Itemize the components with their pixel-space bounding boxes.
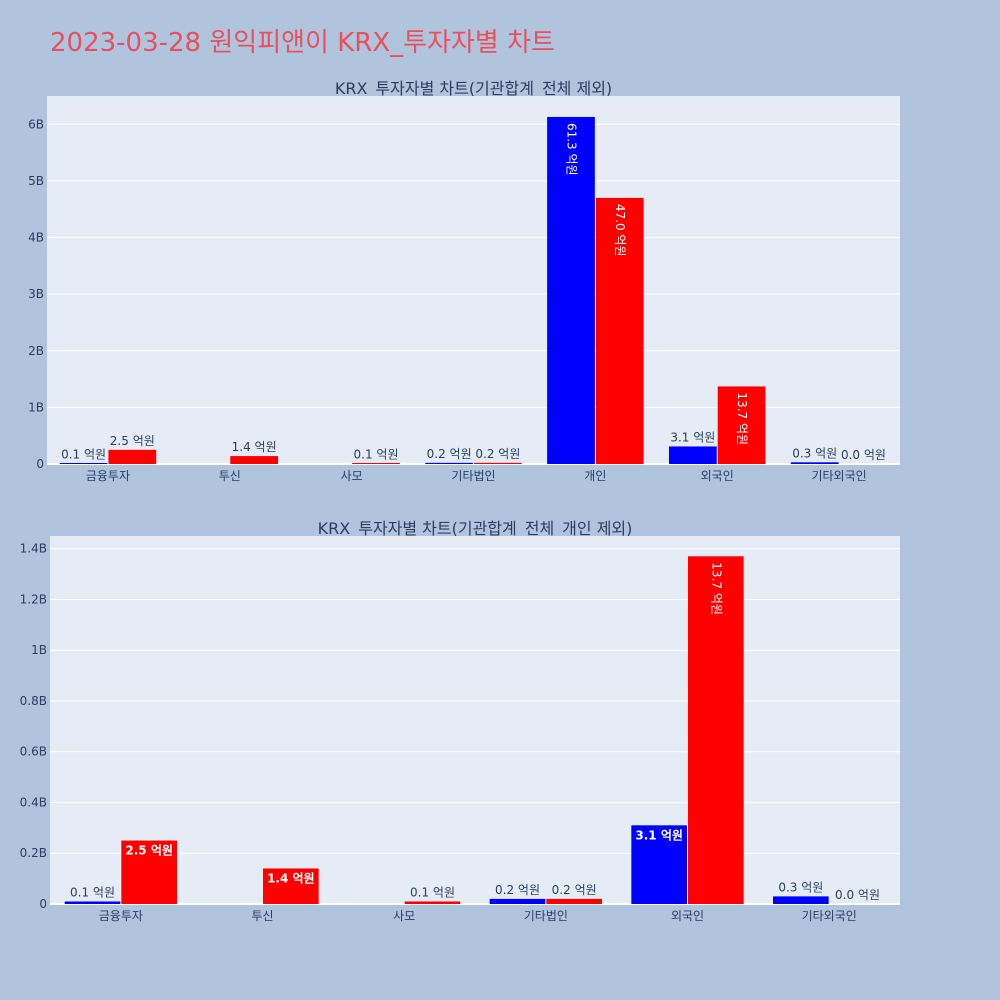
y-tick-label: 2B bbox=[28, 344, 44, 358]
y-tick-label: 5B bbox=[28, 174, 44, 188]
x-tick-label: 개인 bbox=[584, 469, 606, 483]
y-tick-label: 0.6B bbox=[20, 745, 47, 759]
data-label: 0.1 억원 bbox=[70, 885, 115, 899]
data-label: 0.2 억원 bbox=[427, 447, 472, 461]
data-label: 3.1 억원 bbox=[635, 828, 683, 842]
data-label: 0.1 억원 bbox=[354, 447, 399, 461]
bar bbox=[121, 840, 177, 904]
bar bbox=[546, 898, 602, 904]
y-tick-label: 4B bbox=[28, 231, 44, 245]
y-tick-label: 0.8B bbox=[20, 694, 47, 708]
x-tick-label: 기타외국인 bbox=[811, 469, 866, 483]
bar bbox=[547, 116, 595, 464]
data-label: 2.5 억원 bbox=[125, 844, 173, 858]
x-tick-label: 사모 bbox=[341, 469, 363, 483]
data-label: 0.2 억원 bbox=[552, 883, 597, 897]
chart-bottom: KRX_투자자별 차트(기관합계_전체_개인 제외) 0 0.2B 0.4B 0.6B 0… bbox=[20, 519, 900, 923]
plot-area bbox=[47, 96, 900, 464]
data-label: 0.2 억원 bbox=[475, 447, 520, 461]
y-tick-label: 1B bbox=[28, 400, 44, 414]
bar bbox=[717, 386, 766, 464]
data-label: 61.3 억원 bbox=[564, 123, 578, 176]
y-tick-label: 0 bbox=[39, 897, 47, 911]
data-label: 0.2 억원 bbox=[495, 883, 540, 897]
chart-title: KRX_투자자별 차트(기관합계_전체 제외) bbox=[335, 79, 612, 99]
data-label: 0.0 억원 bbox=[841, 448, 886, 462]
x-tick-label: 기타외국인 bbox=[802, 909, 857, 923]
x-tick-label: 금융투자 bbox=[99, 909, 143, 923]
plot-area bbox=[50, 536, 900, 904]
bar bbox=[425, 462, 473, 464]
x-tick-label: 외국인 bbox=[671, 909, 704, 923]
bar bbox=[773, 896, 829, 904]
data-label: 0.3 억원 bbox=[778, 880, 823, 894]
bar bbox=[595, 197, 644, 464]
data-label: 47.0 억원 bbox=[613, 204, 627, 257]
bar bbox=[263, 868, 319, 904]
x-tick-label: 사모 bbox=[393, 909, 415, 923]
data-label: 13.7 억원 bbox=[735, 392, 749, 445]
bar bbox=[489, 898, 546, 904]
y-tick-label: 3B bbox=[28, 287, 44, 301]
x-tick-label: 금융투자 bbox=[86, 469, 130, 483]
bar bbox=[108, 449, 157, 464]
x-tick-label: 외국인 bbox=[701, 469, 734, 483]
bar bbox=[790, 462, 839, 464]
data-label: 1.4 억원 bbox=[232, 440, 277, 454]
chart-title: KRX_투자자별 차트(기관합계_전체_개인 제외) bbox=[318, 519, 633, 539]
data-label: 13.7 억원 bbox=[709, 562, 723, 615]
bar bbox=[474, 462, 522, 464]
y-tick-label: 1B bbox=[31, 643, 47, 657]
bar bbox=[668, 446, 717, 464]
data-label: 3.1 억원 bbox=[670, 430, 715, 444]
data-label: 0.1 억원 bbox=[410, 885, 455, 899]
data-label: 2.5 억원 bbox=[110, 434, 155, 448]
y-tick-label: 1.2B bbox=[20, 592, 47, 606]
data-label: 0.0 억원 bbox=[835, 888, 880, 902]
bar bbox=[352, 463, 400, 464]
bar bbox=[59, 463, 108, 464]
page-title: 2023-03-28 원익피앤이 KRX_투자자별 차트 bbox=[50, 28, 555, 58]
x-tick-label: 기타법인 bbox=[524, 909, 568, 923]
chart-top: KRX_투자자별 차트(기관합계_전체 제외) 0 1B 2B 3B 4B 5B 6B 금융투자… bbox=[28, 79, 900, 483]
y-tick-label: 0.4B bbox=[20, 795, 47, 809]
y-tick-label: 1.4B bbox=[20, 542, 47, 556]
x-tick-label: 투신 bbox=[219, 469, 241, 483]
bar bbox=[230, 456, 279, 464]
data-label: 0.1 억원 bbox=[61, 447, 106, 461]
bar bbox=[631, 825, 687, 904]
bar bbox=[404, 901, 461, 904]
y-tick-label: 0 bbox=[36, 457, 44, 471]
bar bbox=[64, 901, 121, 904]
x-tick-label: 투신 bbox=[251, 909, 273, 923]
y-tick-label: 0.2B bbox=[20, 846, 47, 860]
y-tick-label: 6B bbox=[28, 117, 44, 131]
bar bbox=[688, 556, 744, 904]
data-label: 1.4 억원 bbox=[267, 871, 315, 885]
data-label: 0.3 억원 bbox=[792, 446, 837, 460]
x-tick-label: 기타법인 bbox=[451, 469, 495, 483]
